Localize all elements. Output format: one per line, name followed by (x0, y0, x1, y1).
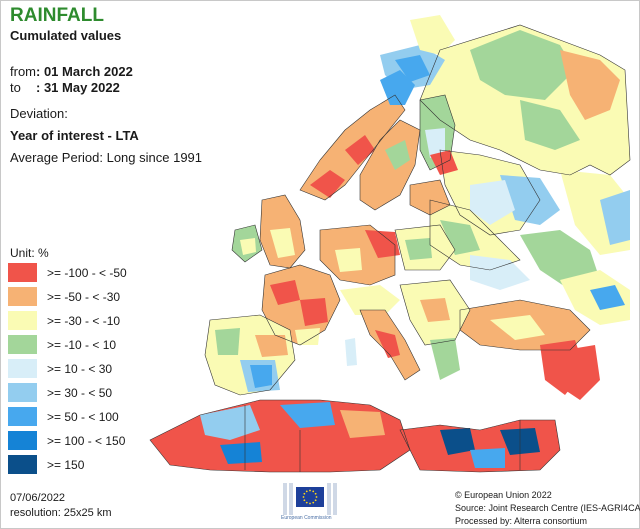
europe-rainfall-map (149, 15, 631, 473)
legend-swatch (8, 455, 37, 474)
processed-by: Processed by: Alterra consortium (455, 516, 588, 526)
map-subtitle: Cumulated values (10, 28, 122, 43)
eu-star (309, 502, 311, 505)
to-label: to (10, 80, 21, 95)
legend-unit: Unit: % (10, 246, 49, 260)
from-date: : 01 March 2022 (36, 64, 133, 79)
eu-star (309, 489, 311, 492)
north-africa (150, 400, 560, 472)
map-date: 07/06/2022 (10, 492, 66, 504)
legend-label: >= -50 - < -30 (47, 290, 121, 304)
to-date: : 31 May 2022 (36, 80, 120, 95)
legend-swatch (8, 407, 37, 426)
legend-swatch (8, 359, 37, 378)
legend-label: >= 150 (47, 458, 85, 472)
legend-swatch (8, 431, 37, 450)
eu-star (315, 496, 318, 498)
country-borders (149, 24, 631, 473)
land-regions (380, 15, 630, 400)
legend-label: >= 30 - < 50 (47, 386, 113, 400)
eu-star (302, 496, 305, 498)
resolution: resolution: 25x25 km (10, 507, 112, 519)
eu-star (303, 499, 306, 502)
eu-star (312, 501, 315, 504)
eu-star (314, 492, 317, 495)
legend-swatch (8, 263, 37, 282)
logo-sublabel: European Commission (281, 515, 332, 521)
legend-swatch (8, 383, 37, 402)
legend-label: >= 100 - < 150 (47, 434, 126, 448)
legend-swatch (8, 287, 37, 306)
average-period: Average Period: Long since 1991 (10, 150, 203, 165)
deviation-label: Deviation: (10, 106, 68, 121)
copyright: © European Union 2022 (455, 490, 552, 500)
eu-star (305, 490, 308, 493)
legend-label: >= -10 - < 10 (47, 338, 117, 352)
interest-label: Year of interest - LTA (10, 128, 139, 143)
from-label: from (10, 64, 36, 79)
legend-label: >= 50 - < 100 (47, 410, 119, 424)
western-europe (205, 195, 470, 395)
eu-star (305, 501, 308, 504)
legend-label: >= -30 - < -10 (47, 314, 121, 328)
european-commission-logo (283, 483, 337, 515)
legend-label: >= 10 - < 30 (47, 362, 113, 376)
legend-swatch (8, 311, 37, 330)
eu-star (314, 499, 317, 502)
eu-star (303, 492, 306, 495)
data-source: Source: Joint Research Centre (IES-AGRI4… (455, 503, 640, 513)
map-title: RAINFALL (10, 5, 104, 26)
eu-star (312, 490, 315, 493)
scandinavia (300, 70, 458, 215)
legend-label: >= -100 - < -50 (47, 266, 127, 280)
legend-swatch (8, 335, 37, 354)
